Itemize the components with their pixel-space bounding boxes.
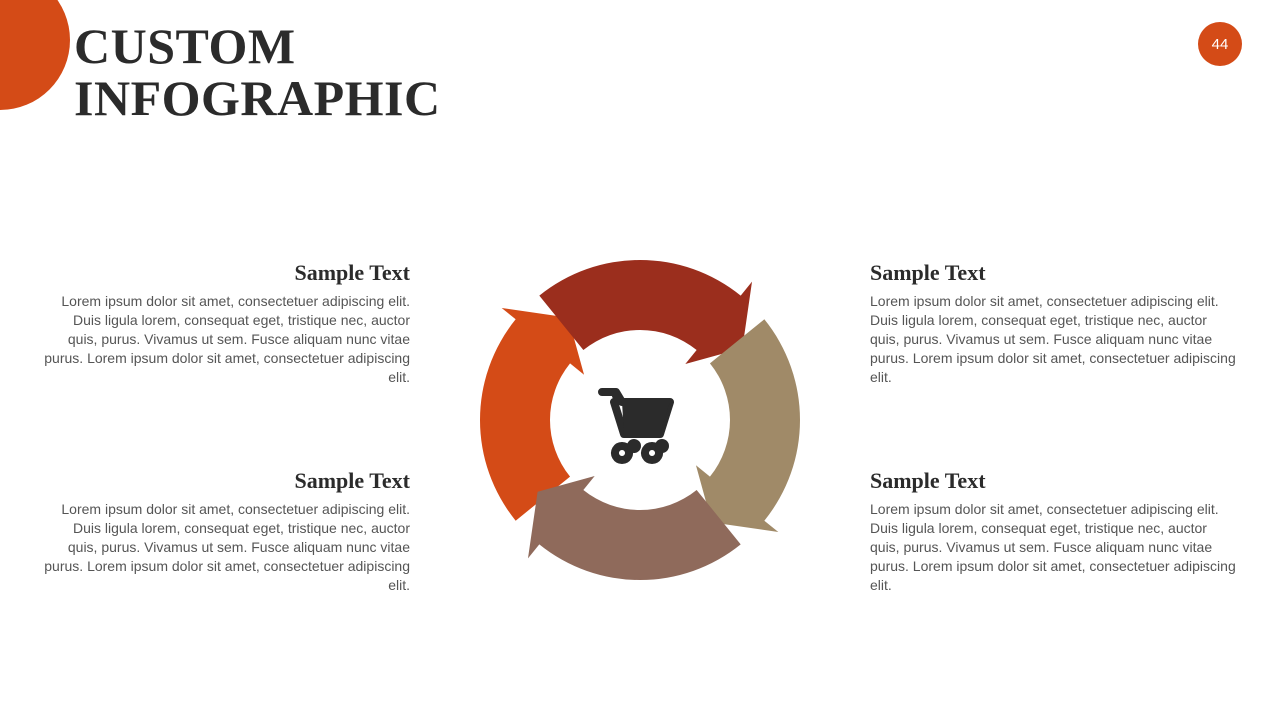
block-title: Sample Text [40, 260, 410, 286]
block-bottom-left: Sample Text Lorem ipsum dolor sit amet, … [40, 468, 410, 594]
block-title: Sample Text [870, 260, 1240, 286]
block-title: Sample Text [870, 468, 1240, 494]
block-body: Lorem ipsum dolor sit amet, consectetuer… [870, 292, 1240, 386]
title-line-1: CUSTOM [74, 20, 441, 72]
block-body: Lorem ipsum dolor sit amet, consectetuer… [870, 500, 1240, 594]
block-body: Lorem ipsum dolor sit amet, consectetuer… [40, 292, 410, 386]
title-line-2: INFOGRAPHIC [74, 72, 441, 124]
cycle-svg [450, 230, 830, 610]
shopping-cart-icon [602, 392, 670, 460]
block-body: Lorem ipsum dolor sit amet, consectetuer… [40, 500, 410, 594]
page-number: 44 [1212, 36, 1229, 53]
block-top-left: Sample Text Lorem ipsum dolor sit amet, … [40, 260, 410, 386]
page-title: CUSTOM INFOGRAPHIC [74, 20, 441, 124]
corner-accent-circle [0, 0, 70, 110]
cycle-diagram [450, 230, 830, 610]
block-title: Sample Text [40, 468, 410, 494]
page-number-badge: 44 [1198, 22, 1242, 66]
slide: 44 CUSTOM INFOGRAPHIC Sample Text Lorem … [0, 0, 1280, 720]
block-top-right: Sample Text Lorem ipsum dolor sit amet, … [870, 260, 1240, 386]
block-bottom-right: Sample Text Lorem ipsum dolor sit amet, … [870, 468, 1240, 594]
